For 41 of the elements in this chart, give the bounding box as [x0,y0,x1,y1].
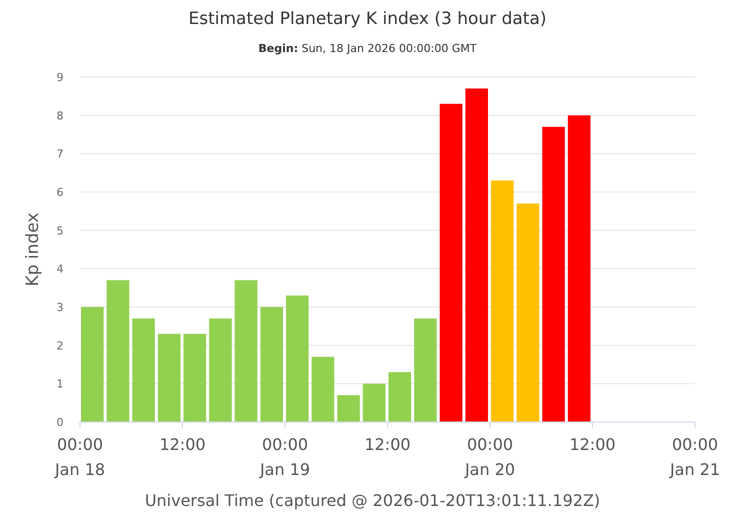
bar [516,204,540,422]
y-tick-label: 8 [56,109,64,122]
x-axis-title: Universal Time (captured @ 2026-01-20T13:01:11.192Z) [144,491,600,510]
bar [81,307,104,422]
bar [465,88,488,422]
bar [132,318,155,422]
bar [106,280,130,422]
y-tick-label: 3 [56,301,64,314]
bar [286,296,309,422]
y-tick-label: 2 [56,339,64,352]
bar [158,334,180,422]
bar [260,307,283,422]
y-tick-label: 5 [56,224,64,238]
y-tick-label: 6 [56,186,64,199]
x-tick-label: 12:00 [159,435,206,454]
y-tick-label: 0 [56,416,64,429]
bar [312,356,334,422]
bar [362,384,386,422]
x-tick-label: 00:00 Jan 20 [464,435,516,479]
bar [388,372,412,422]
x-tick-label: 00:00 Jan 21 [668,435,720,479]
bar [542,126,565,422]
chart-subtitle: Begin: Sun, 18 Jan 2026 00:00:00 GMT [258,42,477,55]
x-tick-label: 12:00 [364,435,411,454]
chart-title: Estimated Planetary K index (3 hour data) [188,9,547,29]
bar [337,395,360,422]
bar [491,180,514,422]
bar [414,318,437,422]
bar [234,280,258,422]
y-tick-label: 7 [56,148,64,161]
bar [209,318,232,422]
y-tick-label: 1 [56,378,64,391]
bar [184,334,206,422]
x-tick-label: 00:00 Jan 19 [258,435,310,479]
y-axis-title: Kp index [23,212,43,286]
x-tick-label: 12:00 [569,435,616,454]
x-tick-label: 00:00 Jan 18 [54,435,106,479]
bar [568,115,590,422]
y-tick-label: 9 [56,71,64,84]
y-tick-label: 4 [56,262,64,276]
bar [440,104,462,422]
